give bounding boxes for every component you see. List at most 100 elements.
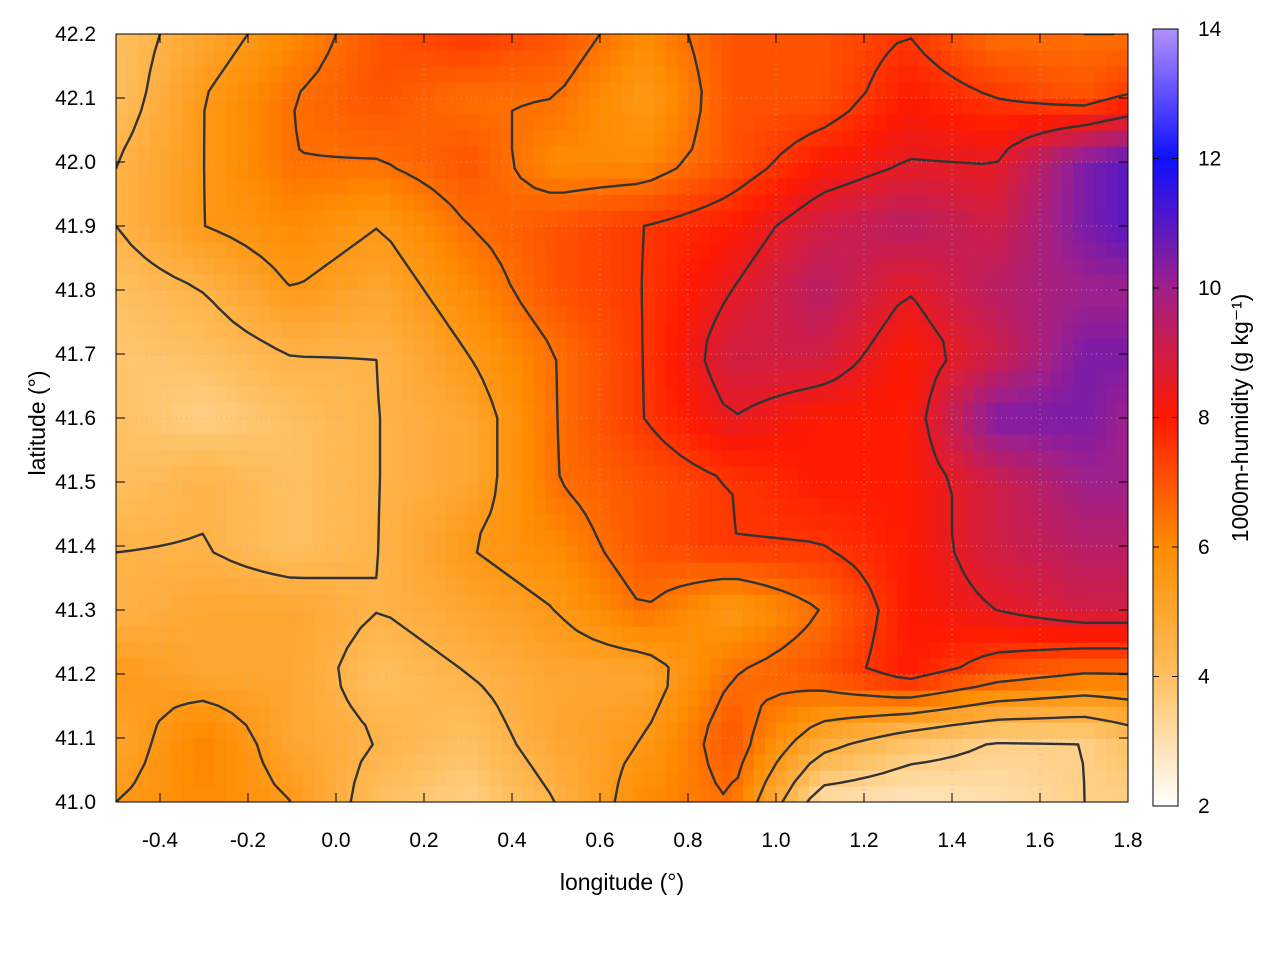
heat-cell (743, 594, 755, 611)
heat-cell (325, 258, 337, 275)
heat-cell (985, 530, 997, 547)
heat-cell (193, 530, 205, 547)
heat-cell (1007, 114, 1019, 131)
heat-cell (897, 50, 909, 67)
heat-cell (963, 674, 975, 691)
heat-cell (358, 162, 370, 179)
heat-cell (809, 290, 821, 307)
heat-cell (677, 146, 689, 163)
heat-cell (171, 578, 183, 595)
heat-cell (611, 50, 623, 67)
heat-cell (831, 498, 843, 515)
heat-cell (721, 786, 733, 802)
heat-cell (897, 466, 909, 483)
heat-cell (688, 114, 700, 131)
heat-cell (149, 82, 161, 99)
heat-cell (369, 162, 381, 179)
heat-cell (1029, 786, 1041, 802)
heat-cell (556, 418, 568, 435)
heat-cell (798, 562, 810, 579)
heat-cell (600, 66, 612, 83)
heat-cell (908, 242, 920, 259)
heat-cell (457, 450, 469, 467)
heat-cell (732, 242, 744, 259)
heat-cell (743, 530, 755, 547)
heat-cell (325, 514, 337, 531)
heat-cell (534, 34, 546, 51)
heat-cell (985, 66, 997, 83)
heat-cell (248, 578, 260, 595)
heat-cell (864, 114, 876, 131)
heat-cell (226, 82, 238, 99)
heat-cell (633, 306, 645, 323)
heat-cell (127, 114, 139, 131)
heat-cell (1051, 338, 1063, 355)
heat-cell (336, 242, 348, 259)
heat-cell (666, 626, 678, 643)
heat-cell (611, 482, 623, 499)
heat-cell (798, 98, 810, 115)
heat-cell (787, 114, 799, 131)
heat-cell (171, 546, 183, 563)
heat-cell (556, 674, 568, 691)
heat-cell (952, 530, 964, 547)
heat-cell (545, 402, 557, 419)
heat-cell (424, 370, 436, 387)
heat-cell (1095, 722, 1107, 739)
heat-cell (743, 274, 755, 291)
heat-cell (160, 114, 172, 131)
heat-cell (1051, 706, 1063, 723)
heat-cell (468, 434, 480, 451)
heat-cell (369, 370, 381, 387)
heat-cell (996, 194, 1008, 211)
heat-cell (215, 546, 227, 563)
heat-cell (1051, 162, 1063, 179)
heat-cell (193, 706, 205, 723)
heat-cell (391, 402, 403, 419)
heat-cell (820, 82, 832, 99)
heat-cell (688, 354, 700, 371)
heat-cell (864, 130, 876, 147)
heat-cell (919, 50, 931, 67)
heat-cell (248, 338, 260, 355)
heat-cell (347, 754, 359, 771)
heat-cell (1040, 50, 1052, 67)
heat-cell (402, 738, 414, 755)
heat-cell (787, 786, 799, 802)
heat-cell (710, 450, 722, 467)
heat-cell (567, 274, 579, 291)
heat-cell (523, 338, 535, 355)
heat-cell (1062, 706, 1074, 723)
heat-cell (171, 754, 183, 771)
heat-cell (666, 594, 678, 611)
heat-cell (952, 146, 964, 163)
colorbar-label: 1000m-humidity (g kg⁻¹) (1227, 294, 1253, 543)
heat-cell (787, 34, 799, 51)
heat-cell (1062, 130, 1074, 147)
heat-cell (292, 98, 304, 115)
heat-cell (479, 770, 491, 787)
heat-cell (952, 322, 964, 339)
heat-cell (853, 114, 865, 131)
heat-cell (1117, 434, 1128, 451)
heat-cell (875, 354, 887, 371)
heat-cell (336, 210, 348, 227)
heat-cell (182, 498, 194, 515)
heat-cell (941, 738, 953, 755)
heat-cell (534, 146, 546, 163)
heat-cell (215, 514, 227, 531)
heat-cell (270, 626, 282, 643)
heat-cell (1095, 194, 1107, 211)
heat-cell (996, 770, 1008, 787)
heat-cell (215, 338, 227, 355)
heat-cell (237, 562, 249, 579)
heat-cell (545, 706, 557, 723)
heat-cell (358, 210, 370, 227)
heat-cell (875, 786, 887, 802)
heat-cell (281, 498, 293, 515)
heat-cell (644, 658, 656, 675)
heat-cell (292, 82, 304, 99)
heat-cell (446, 130, 458, 147)
heat-cell (589, 482, 601, 499)
heat-cell (633, 178, 645, 195)
